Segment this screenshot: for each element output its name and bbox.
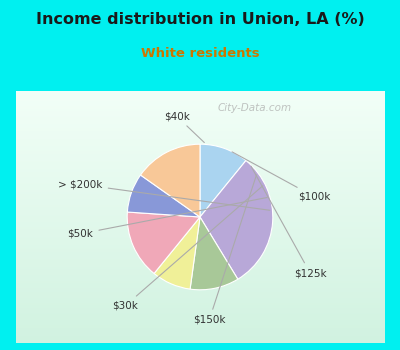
Text: > $200k: > $200k [58,179,270,210]
Wedge shape [127,212,200,273]
Text: $100k: $100k [232,152,330,202]
Text: $40k: $40k [164,111,204,142]
Text: City-Data.com: City-Data.com [217,103,292,113]
Wedge shape [154,217,200,289]
Wedge shape [200,144,246,217]
Wedge shape [190,217,238,290]
Text: $30k: $30k [112,186,263,311]
Wedge shape [140,144,200,217]
Text: $150k: $150k [193,175,256,325]
Text: $125k: $125k [251,166,326,278]
Wedge shape [127,175,200,217]
Wedge shape [200,161,273,279]
Text: White residents: White residents [141,47,259,60]
Text: $50k: $50k [68,197,267,239]
Text: Income distribution in Union, LA (%): Income distribution in Union, LA (%) [36,12,364,27]
